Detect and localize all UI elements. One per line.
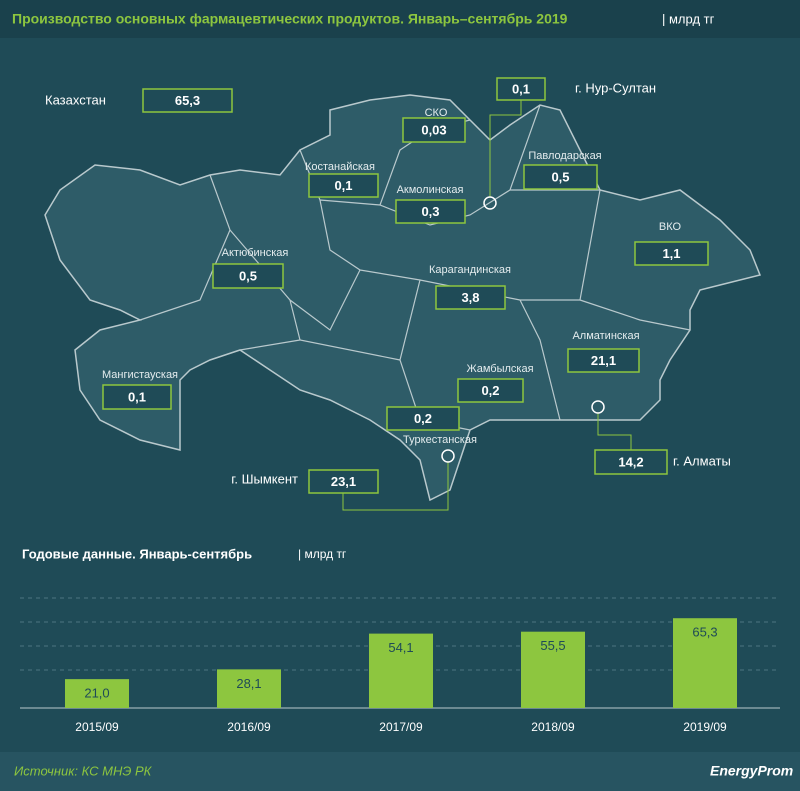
title-bar <box>0 0 800 38</box>
bar <box>521 631 585 708</box>
value-label: 65,3 <box>692 625 717 640</box>
region-value: 65,3 <box>175 93 200 108</box>
value-box <box>594 449 668 475</box>
region-name: г. Нур-Султан <box>575 80 656 95</box>
region-value: 21,1 <box>591 353 616 368</box>
chart-unit: | млрд тг <box>298 547 347 561</box>
bar <box>217 669 281 708</box>
value-box <box>308 469 379 494</box>
value-box <box>212 263 284 289</box>
source: Источник: КС МНЭ РК <box>14 763 153 778</box>
total-name: Казахстан <box>45 92 106 107</box>
region-name: Актюбинская <box>222 247 289 259</box>
title: Производство основных фармацевтических п… <box>12 11 568 27</box>
value-box <box>386 406 460 431</box>
x-tick-label: 2018/09 <box>531 720 575 734</box>
region-value: 0,1 <box>512 81 530 96</box>
region-name: Акмолинская <box>397 184 464 196</box>
value-box <box>395 199 466 224</box>
region-value: 14,2 <box>618 454 643 469</box>
region-name: Мангистауская <box>102 369 178 381</box>
value-box <box>634 241 709 266</box>
region-value: 3,8 <box>461 290 479 305</box>
region-value: 0,03 <box>421 122 446 137</box>
region-name: ВКО <box>659 221 682 233</box>
connector <box>489 100 522 197</box>
value-label: 55,5 <box>540 638 565 653</box>
city-marker <box>591 400 605 414</box>
region-name: Туркестанская <box>403 434 477 446</box>
region-name: г. Шымкент <box>231 471 298 486</box>
value-label: 28,1 <box>236 676 261 691</box>
x-tick-label: 2019/09 <box>683 720 727 734</box>
footer-bar <box>0 752 800 791</box>
x-tick-label: 2017/09 <box>379 720 423 734</box>
value-box <box>142 88 233 113</box>
region-value: 0,1 <box>128 389 146 404</box>
region-name: Карагандинская <box>429 264 511 276</box>
value-label: 54,1 <box>388 640 413 655</box>
region-value: 0,5 <box>551 169 569 184</box>
region-value: 0,2 <box>481 383 499 398</box>
region-name: Алматинская <box>572 330 639 342</box>
logo: EnergyProm <box>710 763 793 779</box>
connector <box>342 462 449 511</box>
city-marker <box>483 196 497 210</box>
unit: | млрд тг <box>662 11 715 26</box>
bar <box>673 618 737 708</box>
value-box <box>567 348 640 373</box>
value-box <box>457 378 524 403</box>
region-name: Павлодарская <box>528 150 601 162</box>
city-marker <box>441 449 455 463</box>
bar <box>65 679 129 708</box>
region-name: Костанайская <box>305 161 375 173</box>
region-value: 1,1 <box>662 246 680 261</box>
region-name: СКО <box>425 107 448 119</box>
value-box <box>102 384 172 410</box>
value-box <box>402 117 466 143</box>
region-name: Жамбылская <box>466 363 533 375</box>
x-tick-label: 2015/09 <box>75 720 119 734</box>
value-box <box>523 164 598 190</box>
value-box <box>435 285 506 310</box>
region-name: г. Алматы <box>673 453 731 468</box>
chart-title: Годовые данные. Январь-сентябрь <box>22 546 252 561</box>
value-box <box>496 77 546 101</box>
region-value: 23,1 <box>331 474 356 489</box>
x-tick-label: 2016/09 <box>227 720 271 734</box>
value-box <box>308 173 379 198</box>
region-value: 0,2 <box>414 411 432 426</box>
region-value: 0,5 <box>239 268 257 283</box>
region-value: 0,1 <box>334 178 352 193</box>
bar <box>369 633 433 708</box>
value-label: 21,0 <box>84 686 109 701</box>
region-value: 0,3 <box>421 204 439 219</box>
